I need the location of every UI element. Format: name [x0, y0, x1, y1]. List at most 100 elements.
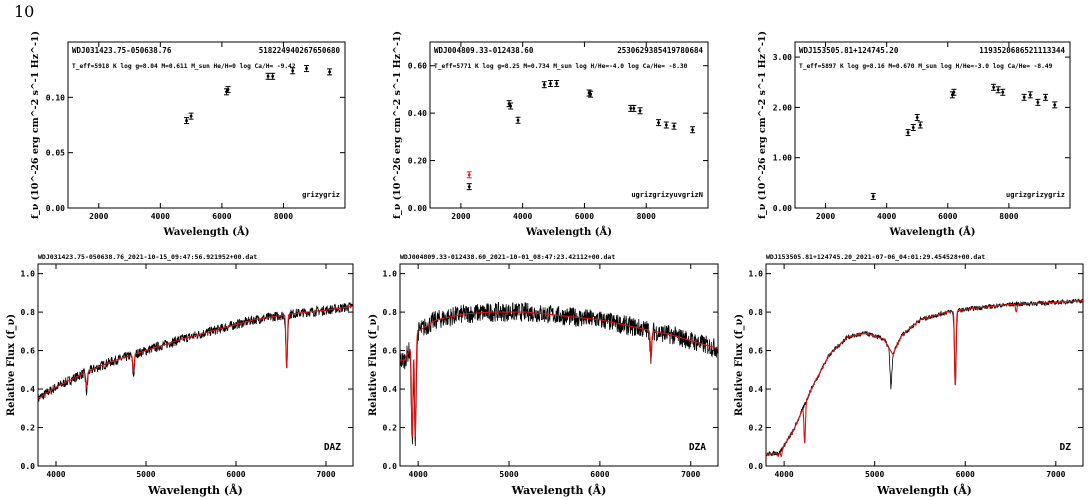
y-tick-label: 0.40: [408, 109, 427, 118]
plot-frame: [794, 41, 1071, 209]
plot-frame: [765, 263, 1084, 467]
star-name: WDJ153505.81+124745.20: [799, 46, 899, 55]
observed-spectrum: [765, 298, 1084, 457]
data-point: [185, 119, 188, 122]
filter-list: ugrizgrizyuvgrizN: [631, 191, 703, 199]
y-tick-label: 0.8: [21, 308, 36, 317]
data-point: [672, 124, 676, 128]
x-axis-label: Wavelength (Å): [876, 483, 972, 497]
x-tick-label: 8000: [274, 212, 293, 221]
y-tick-label: 0.00: [773, 204, 792, 213]
y-axis-label: Relative Flux (f_ν): [6, 314, 17, 416]
data-point: [271, 74, 275, 78]
filter-list: ugrizgrizygriz: [1006, 191, 1065, 199]
y-tick-label: 0.05: [46, 149, 65, 158]
data-point: [918, 123, 922, 127]
data-point: [589, 92, 593, 96]
data-point: [542, 83, 546, 87]
data-point: [189, 114, 193, 118]
data-point: [1028, 93, 1032, 97]
data-point: [226, 88, 230, 91]
data-point: [1036, 100, 1040, 104]
data-point: [516, 118, 520, 122]
star-name: WDJ004809.33-012438.60: [434, 46, 534, 55]
source-id: 518224940267650680: [259, 46, 341, 55]
y-tick-label: 1.0: [21, 270, 36, 279]
y-tick-label: 3.00: [773, 53, 792, 62]
data-point: [915, 116, 919, 119]
spectrum-filename: WDJ031423.75-050638.76_2021-10-15_09:47:…: [38, 253, 257, 261]
data-point: [629, 107, 633, 110]
data-point: [291, 69, 295, 73]
x-axis-label: Wavelength (Å): [162, 226, 249, 238]
model-spectrum: [765, 300, 1083, 458]
spectral-type-label: DZ: [1060, 442, 1072, 453]
y-tick-label: 0.8: [383, 308, 398, 317]
y-tick-label: 0.00: [408, 204, 427, 213]
y-tick-label: 0.4: [21, 385, 36, 394]
x-tick-label: 4000: [46, 470, 65, 479]
panel-2: 2000 4000 6000 8000 0.00 0.20 0.40 0.60 WDJ00480…: [392, 31, 709, 238]
x-tick-label: 7000: [316, 470, 335, 479]
y-tick-label: 0.60: [408, 62, 427, 71]
panel-4: 4000 5000 6000 7000 0.0 0.2 0.4 0.6 0.8 1.0 WDJ031…: [6, 253, 354, 497]
data-point: [996, 88, 1000, 92]
source-id: 1193520686521113344: [979, 46, 1065, 55]
data-point: [305, 67, 308, 70]
plot-frame: [399, 263, 719, 467]
x-tick-label: 5000: [865, 470, 884, 479]
y-tick-label: 2.00: [773, 103, 792, 112]
data-point: [906, 131, 910, 134]
page-number: 10: [14, 2, 35, 21]
data-point: [266, 74, 270, 78]
y-tick-label: 0.6: [21, 347, 36, 356]
data-point: [638, 109, 642, 113]
y-tick-label: 0.2: [383, 424, 398, 433]
y-tick-label: 0.10: [46, 93, 65, 102]
x-tick-label: 2000: [89, 212, 108, 221]
y-tick-label: 0.8: [749, 308, 764, 317]
panel-5: 4000 5000 6000 7000 0.0 0.2 0.4 0.6 0.8 1.0 WDJ004…: [368, 253, 719, 497]
y-tick-label: 0.6: [383, 347, 398, 356]
y-tick-label: 0.0: [749, 462, 764, 471]
x-tick-label: 4000: [409, 470, 428, 479]
panel-6: 4000 5000 6000 7000 0.0 0.2 0.4 0.6 0.8 1.0 WDJ153…: [734, 253, 1084, 497]
data-point: [691, 128, 694, 132]
data-point: [1022, 95, 1026, 99]
data-point: [509, 104, 513, 108]
data-point: [1001, 90, 1005, 94]
data-point: [664, 123, 668, 127]
observed-spectrum: [37, 301, 354, 404]
y-tick-label: 0.2: [749, 424, 764, 433]
spectrum-filename: WDJ004809.33-012438.60_2021-10-01_08:47:…: [400, 253, 615, 261]
x-tick-label: 5000: [136, 470, 155, 479]
data-point: [1053, 103, 1057, 107]
data-point: [911, 126, 915, 129]
y-axis-label: f_ν (10^-26 erg cm^-2 s^-1 Hz^-1): [30, 31, 41, 219]
y-tick-label: 1.0: [749, 270, 764, 279]
y-tick-label: 0.20: [408, 157, 427, 166]
y-tick-label: 0.4: [383, 385, 398, 394]
y-axis-label: Relative Flux (f_ν): [368, 314, 379, 416]
spectrum-filename: WDJ153505.81+124745.20_2021-07-06_04:01:…: [766, 253, 985, 261]
x-axis-label: Wavelength (Å): [888, 226, 975, 238]
plot-frame: [429, 41, 709, 209]
x-tick-label: 6000: [590, 470, 609, 479]
y-axis-label: Relative Flux (f_ν): [734, 314, 745, 416]
x-tick-label: 6000: [226, 470, 245, 479]
data-point: [549, 82, 552, 85]
data-point: [657, 121, 660, 125]
x-tick-label: 6000: [938, 212, 957, 221]
fit-parameters: T_eff=5771 K log g=8.25 M=0.734 M_sun lo…: [434, 63, 688, 70]
x-tick-label: 6000: [956, 470, 975, 479]
y-axis-label: f_ν (10^-26 erg cm^-2 s^-1 Hz^-1): [392, 31, 403, 219]
y-tick-label: 0.00: [46, 204, 65, 213]
data-point: [467, 185, 471, 189]
spectral-type-label: DAZ: [324, 442, 341, 453]
y-tick-label: 0.6: [749, 347, 764, 356]
y-tick-label: 0.0: [383, 462, 398, 471]
fit-parameters: T_eff=5918 K log g=8.04 M=0.611 M_sun He…: [72, 63, 296, 70]
x-tick-label: 8000: [637, 212, 656, 221]
x-tick-label: 7000: [1046, 470, 1065, 479]
